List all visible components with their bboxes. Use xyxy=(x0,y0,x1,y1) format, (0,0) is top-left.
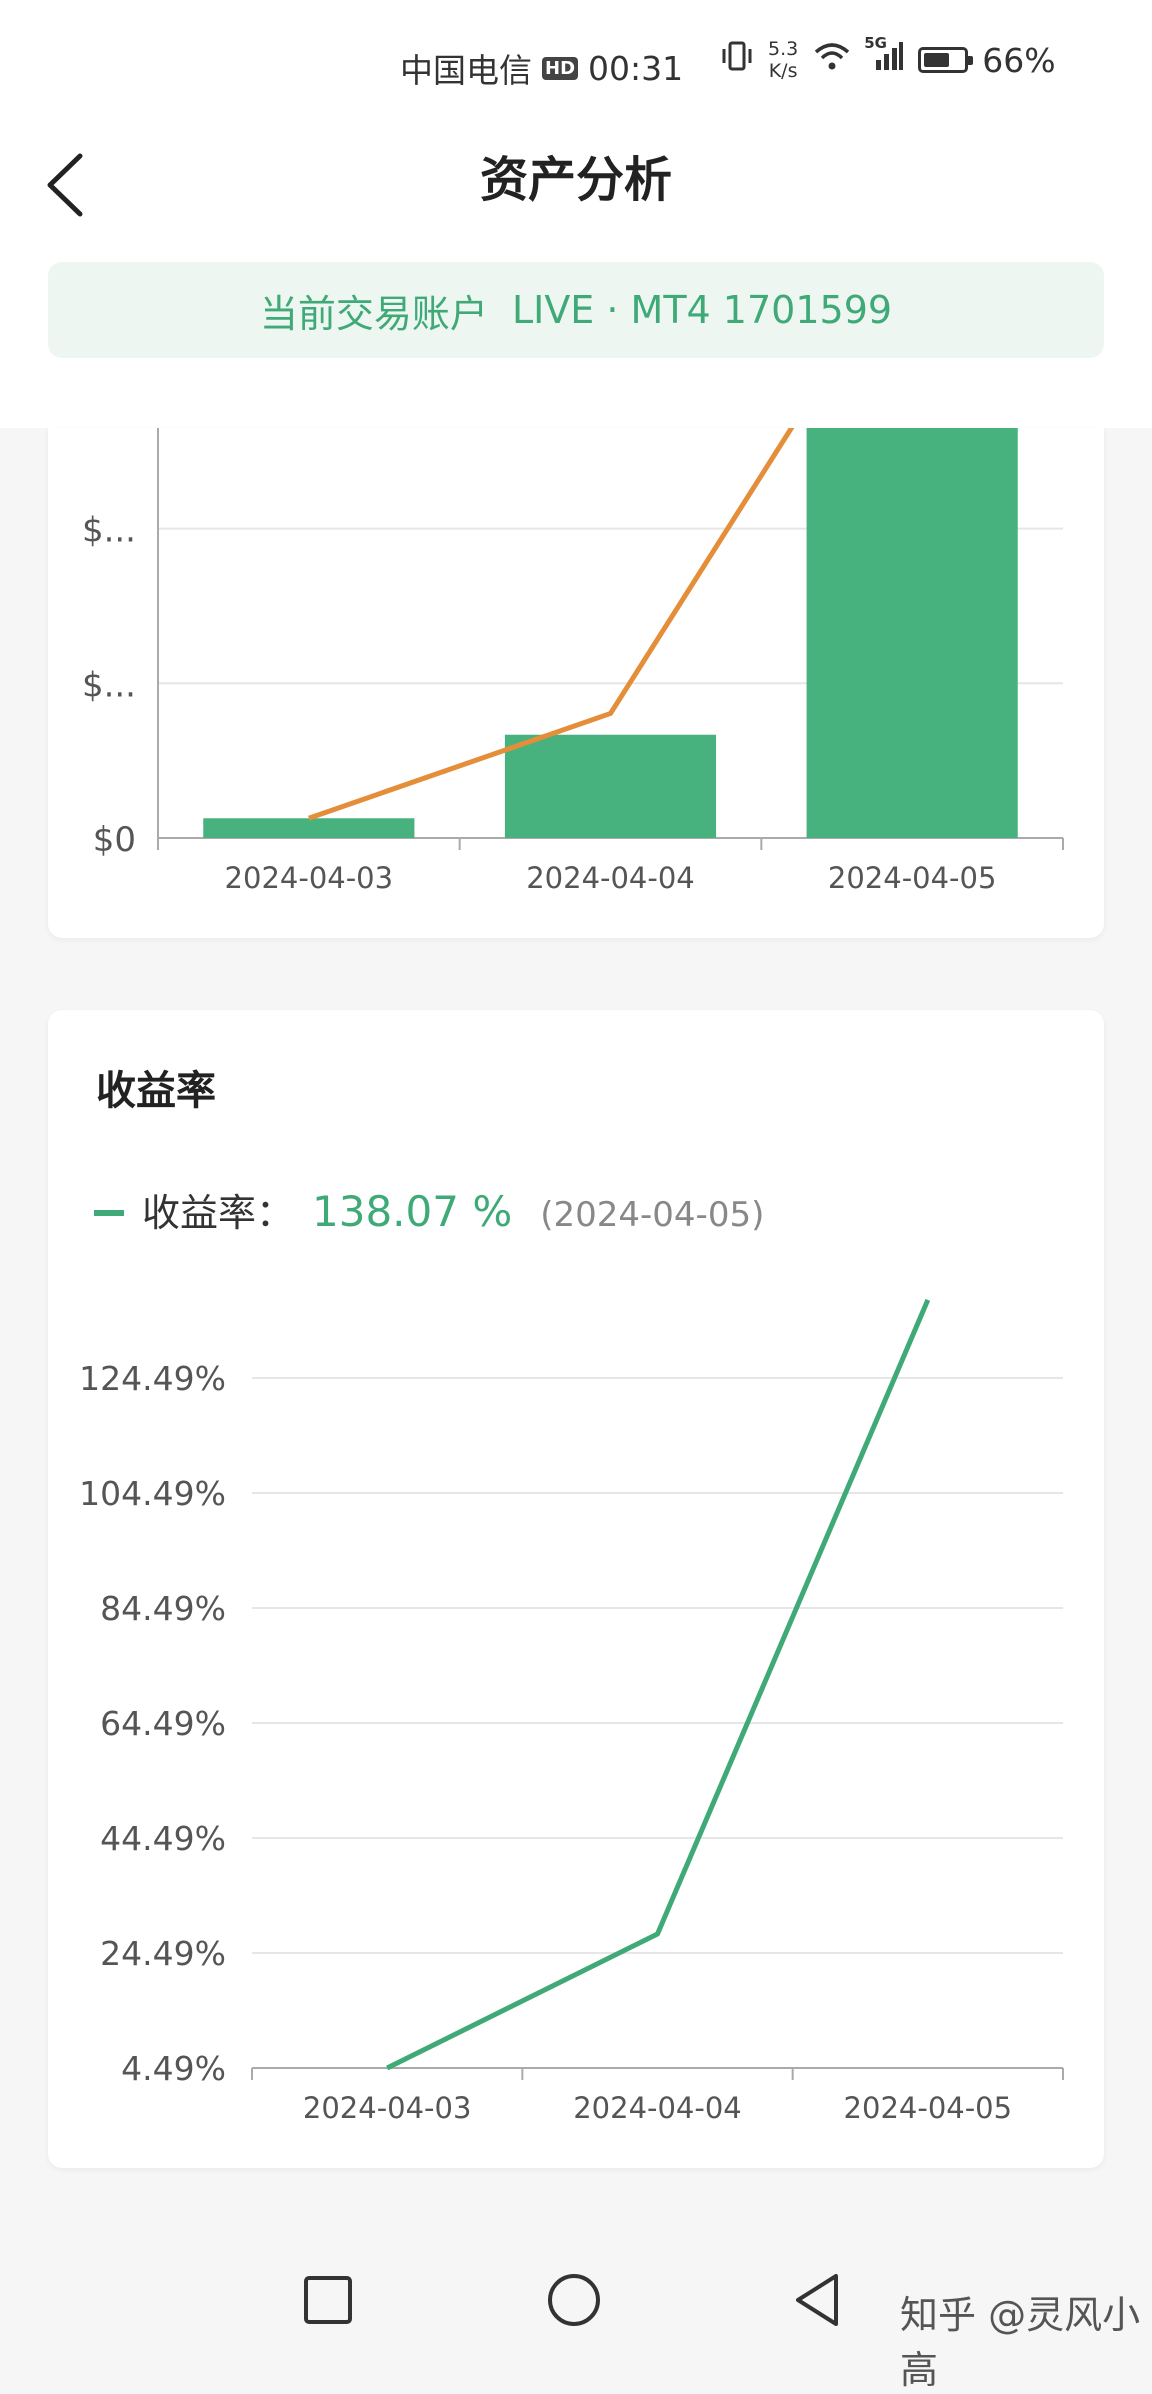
battery-percent: 66% xyxy=(982,40,1056,80)
nav-back-button[interactable] xyxy=(778,2260,858,2340)
carrier-label: 中国电信 xyxy=(400,51,532,90)
square-icon xyxy=(304,2276,352,2324)
back-button[interactable] xyxy=(40,140,110,230)
series-line xyxy=(386,1298,931,2071)
wifi-icon xyxy=(812,40,852,80)
x-tick-label: 2024-04-04 xyxy=(573,2091,742,2125)
y-tick-label: $... xyxy=(82,511,136,551)
return-rate-title: 收益率 xyxy=(96,1068,216,1114)
recent-apps-button[interactable] xyxy=(288,2260,368,2340)
y-tick-label: 104.49% xyxy=(79,1474,226,1513)
triangle-left-icon xyxy=(796,2274,838,2326)
net-speed-value: 5.3 xyxy=(768,38,799,60)
page-title: 资产分析 xyxy=(479,152,672,208)
y-tick-label: 124.49% xyxy=(79,1359,226,1398)
return-rate-card: 收益率 收益率： 138.07 % (2024-04-05) 4.49% 24.4… xyxy=(48,1010,1104,2168)
y-tick-label: $... xyxy=(82,665,136,705)
battery-icon xyxy=(918,47,974,73)
x-tick-label: 2024-04-05 xyxy=(828,861,997,895)
circle-icon xyxy=(548,2274,600,2326)
legend-label: 收益率： xyxy=(142,1191,295,1235)
battery-fill xyxy=(924,53,950,67)
x-tick-label: 2024-04-04 xyxy=(526,861,695,895)
account-label: 当前交易账户 xyxy=(259,291,488,336)
battery-tip xyxy=(968,56,974,65)
hd-badge: HD xyxy=(542,56,579,80)
app-header xyxy=(0,130,1152,250)
x-tick-label: 2024-04-03 xyxy=(303,2091,472,2125)
system-nav-bar xyxy=(0,2230,1152,2376)
y-tick-label: $0 xyxy=(93,820,136,860)
status-left: 中国电信 HD 00:31 xyxy=(400,44,683,92)
watermark: 知乎 @灵风小高 xyxy=(900,2293,1141,2392)
bar xyxy=(806,428,1018,838)
y-tick-label: 4.49% xyxy=(121,2049,226,2088)
return-rate-chart: 4.49% 24.49% 44.49% 64.49% 84.49% 104.49% 124.… xyxy=(79,1298,1064,2125)
asset-chart-card: $0 $... $... 2024-04-03 2024-04-04 2024-04-05 xyxy=(48,428,1104,938)
legend-swatch xyxy=(94,1210,124,1216)
net-speed-unit: K/s xyxy=(768,60,798,82)
asset-chart: $0 $... $... 2024-04-03 2024-04-04 2024-04-05 xyxy=(82,428,1064,895)
bar xyxy=(203,818,415,838)
bar xyxy=(504,734,717,838)
legend-value: 138.07 % xyxy=(312,1187,513,1236)
vibrate-icon xyxy=(720,39,754,81)
status-right: 5.3 K/s 5G 66% xyxy=(720,34,1056,82)
account-value: LIVE · MT4 1701599 xyxy=(511,288,893,332)
y-tick-label: 64.49% xyxy=(100,1704,226,1743)
x-tick-label: 2024-04-05 xyxy=(844,2091,1013,2125)
chevron-left-icon xyxy=(47,153,83,217)
network-badge: 5G xyxy=(864,34,887,52)
account-banner[interactable]: 当前交易账户 LIVE · MT4 1701599 xyxy=(48,262,1104,358)
legend-date: (2024-04-05) xyxy=(540,1195,765,1235)
net-speed: 5.3 K/s xyxy=(768,38,798,82)
x-tick-label: 2024-04-03 xyxy=(225,861,394,895)
status-bar: 中国电信 HD 00:31 5.3 K/s 5G xyxy=(0,0,1152,130)
return-rate-legend: 收益率： 138.07 % (2024-04-05) xyxy=(94,1182,764,1237)
y-tick-label: 84.49% xyxy=(100,1589,226,1628)
y-tick-label: 44.49% xyxy=(100,1819,226,1858)
y-tick-label: 24.49% xyxy=(100,1934,226,1973)
clock: 00:31 xyxy=(588,48,684,88)
signal-icon: 5G xyxy=(864,34,904,80)
home-button[interactable] xyxy=(534,2260,614,2340)
series-line xyxy=(308,428,795,821)
